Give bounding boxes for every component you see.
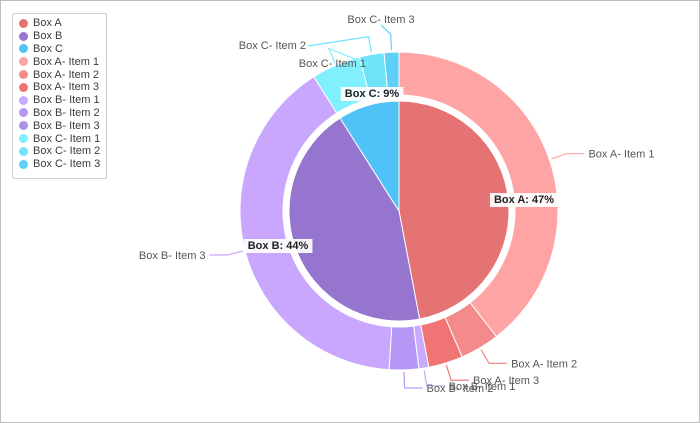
outer-slice-box-a-item-1[interactable] [398, 51, 559, 338]
slice-label-box-b-item-2: Box B- Item 2 [427, 383, 494, 395]
legend-label: Box C- Item 2 [33, 145, 101, 158]
leader-line-box-a-item-3 [445, 364, 470, 381]
leader-line-box-c-item-1 [327, 47, 369, 65]
legend-item-box-a[interactable]: Box A [19, 17, 106, 30]
slice-label-box-a-item-2: Box A- Item 2 [511, 358, 577, 370]
slice-label-box-a-item-3: Box A- Item 3 [473, 375, 539, 387]
inner-label-box-box-c [340, 87, 404, 101]
legend-item-box-b-item-1[interactable]: Box B- Item 1 [19, 94, 106, 107]
leader-line-box-b-item-3 [209, 250, 244, 256]
legend-swatch [19, 159, 28, 169]
inner-label-box-a: Box A: 47% [494, 194, 554, 206]
slice-label-box-a-item-1: Box A- Item 1 [588, 149, 654, 161]
legend-item-box-a-item-2[interactable]: Box A- Item 2 [19, 68, 106, 81]
legend-item-box-c-item-2[interactable]: Box C- Item 2 [19, 145, 106, 158]
legend-swatch [19, 134, 28, 144]
legend-item-box-b[interactable]: Box B [19, 30, 106, 43]
legend-label: Box C- Item 1 [33, 132, 101, 145]
legend-item-box-a-item-1[interactable]: Box A- Item 1 [19, 55, 106, 68]
legend-item-box-b-item-3[interactable]: Box B- Item 3 [19, 119, 106, 132]
outer-slice-box-b-item-3[interactable] [239, 76, 393, 371]
inner-label-box-b: Box B: 44% [248, 240, 309, 252]
leader-line-box-c-item-3 [380, 24, 393, 51]
legend-item-box-b-item-2[interactable]: Box B- Item 2 [19, 107, 106, 120]
legend-swatch [19, 146, 28, 156]
legend-label: Box C- Item 3 [33, 158, 101, 171]
inner-label-box-box-a [489, 193, 559, 207]
legend-label: Box C [33, 42, 63, 55]
leader-line-box-b-item-1 [423, 369, 445, 387]
legend-item-box-a-item-3[interactable]: Box A- Item 3 [19, 81, 106, 94]
legend-swatch [19, 108, 28, 118]
slice-label-box-c-item-1: Box C- Item 1 [299, 58, 366, 70]
leader-line-box-b-item-2 [403, 371, 423, 389]
leader-line-box-a-item-2 [480, 349, 508, 364]
legend-swatch [19, 57, 28, 67]
legend-item-box-c[interactable]: Box C [19, 43, 106, 56]
legend-label: Box A- Item 1 [33, 55, 100, 68]
leader-line-box-c-item-2 [307, 35, 372, 53]
legend-label: Box B- Item 2 [33, 106, 100, 119]
legend-swatch [19, 31, 28, 41]
legend-label: Box B [33, 30, 63, 43]
legend-swatch [19, 95, 28, 105]
legend-label: Box A [33, 17, 62, 30]
legend-label: Box A- Item 3 [33, 81, 100, 94]
legend-item-box-c-item-3[interactable]: Box C- Item 3 [19, 158, 106, 171]
inner-slice-box-c[interactable] [339, 100, 400, 213]
legend-swatch [19, 18, 28, 28]
legend-swatch [19, 82, 28, 92]
slice-label-box-b-item-1: Box B- Item 1 [449, 381, 516, 393]
legend-swatch [19, 70, 28, 80]
legend-item-box-c-item-1[interactable]: Box C- Item 1 [19, 132, 106, 145]
inner-label-box-c: Box C: 9% [345, 88, 400, 100]
legend-label: Box A- Item 2 [33, 68, 100, 81]
legend-swatch [19, 121, 28, 131]
outer-slice-box-b-item-2[interactable] [388, 325, 420, 371]
inner-label-box-box-b [243, 239, 313, 253]
legend-label: Box B- Item 3 [33, 119, 100, 132]
leader-line-box-a-item-1 [551, 153, 585, 160]
legend-label: Box B- Item 1 [33, 94, 100, 107]
legend-swatch [19, 44, 28, 54]
slice-label-box-c-item-2: Box C- Item 2 [239, 40, 306, 52]
slice-label-box-b-item-3: Box B- Item 3 [139, 250, 206, 262]
legend: Box A Box B Box C Box A- Item 1 Box A- Item … [12, 13, 107, 179]
slice-label-box-c-item-3: Box C- Item 3 [347, 14, 414, 26]
